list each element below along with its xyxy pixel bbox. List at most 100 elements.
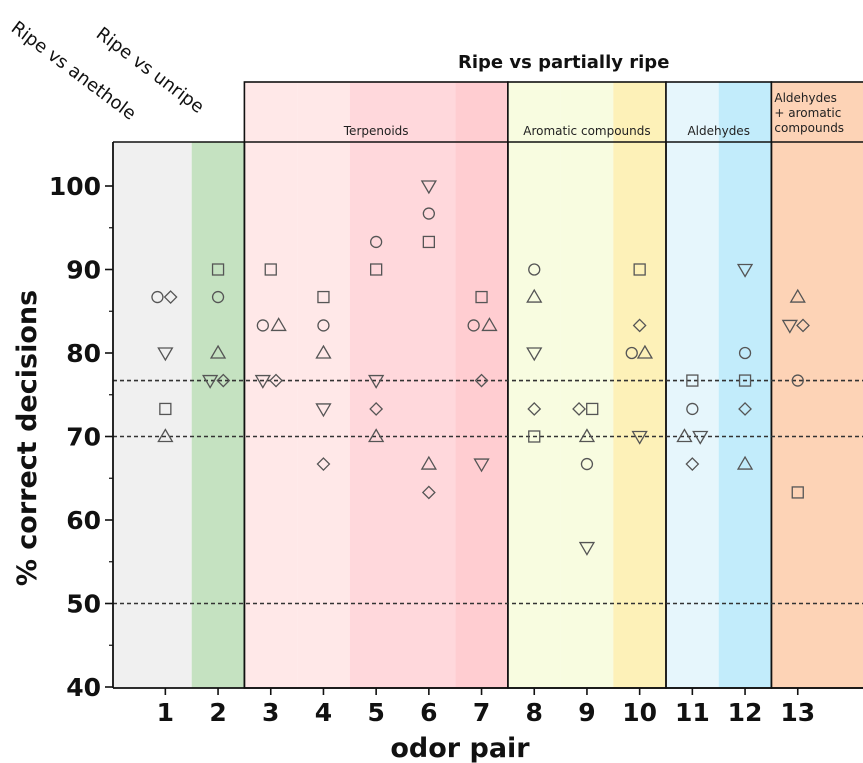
band-pair-1 <box>113 142 192 688</box>
band-pair-2 <box>191 142 245 688</box>
group-label-3: Aldehydes <box>687 124 750 138</box>
band-pair-3 <box>244 142 298 688</box>
point-pair-13-square <box>791 486 804 499</box>
point-pair-4-circle <box>317 319 330 332</box>
band-pair-7 <box>455 142 508 688</box>
point-pair-13-triangle-up <box>789 288 806 303</box>
x-tick-label-3: 3 <box>262 698 279 727</box>
x-tick-label-8: 8 <box>526 698 543 727</box>
y-tick-label-60: 60 <box>66 506 101 535</box>
group-label-line-3: compounds <box>774 121 844 135</box>
point-pair-13-diamond <box>796 318 810 333</box>
header-band-pair-5 <box>349 82 403 142</box>
point-pair-12-diamond <box>738 402 752 416</box>
point-pair-1-diamond <box>163 290 178 304</box>
data-points <box>151 180 810 556</box>
point-pair-6-diamond <box>421 485 436 500</box>
point-pair-1-square <box>159 402 172 416</box>
header-band-pair-7 <box>455 82 508 142</box>
point-pair-9-square <box>586 402 599 416</box>
group-label-line-2: + aromatic <box>774 106 841 120</box>
header-band-pair-9 <box>560 82 614 142</box>
y-tick-label-90: 90 <box>66 256 101 285</box>
header-band-pair-4 <box>297 82 350 142</box>
group-label-1: Terpenoids <box>343 124 409 138</box>
header-band-pair-13 <box>771 82 863 142</box>
group-label-line-1: Aldehydes <box>774 91 837 105</box>
point-pair-12-triangle-down <box>736 263 754 278</box>
point-pair-3-triangle-up <box>270 317 287 332</box>
point-pair-6-circle <box>422 207 436 220</box>
point-pair-10-square <box>633 263 646 276</box>
point-pair-7-triangle-up <box>481 317 498 332</box>
header-band-pair-12 <box>718 82 772 142</box>
point-pair-3-diamond <box>269 373 283 388</box>
x-tick-label-11: 11 <box>675 698 710 727</box>
point-pair-1-circle <box>151 290 164 304</box>
band-pair-6 <box>402 142 456 688</box>
point-pair-5-triangle-up <box>368 428 385 443</box>
header-band-pair-10 <box>613 82 666 142</box>
point-pair-4-square <box>317 290 330 304</box>
comparison-label-ripe-vs-partially-ripe: Ripe vs partially ripe <box>458 52 669 73</box>
background-bands <box>113 142 863 688</box>
point-pair-8-square <box>528 430 541 443</box>
header-band-pair-3 <box>244 82 298 142</box>
point-pair-2-diamond <box>216 373 231 388</box>
point-pair-10-diamond <box>632 318 647 333</box>
point-pair-5-diamond <box>369 402 384 416</box>
group-frames <box>113 81 863 689</box>
band-pair-13 <box>771 142 863 688</box>
point-pair-3-triangle-down <box>254 374 271 389</box>
group-label-2: Aromatic compounds <box>523 124 650 138</box>
point-pair-11-triangle-up <box>676 428 693 443</box>
point-pair-11-square <box>686 374 699 387</box>
point-pair-12-triangle-up <box>736 455 754 470</box>
point-pair-8-diamond <box>527 402 542 416</box>
point-pair-12-circle <box>738 346 752 360</box>
header-band-pair-11 <box>666 82 719 142</box>
point-pair-12-square <box>738 374 752 387</box>
y-tick-label-100: 100 <box>49 172 101 201</box>
point-pair-4-diamond <box>316 457 331 471</box>
point-pair-9-triangle-up <box>578 428 596 443</box>
point-pair-6-square <box>422 235 436 249</box>
x-tick-label-1: 1 <box>157 698 174 727</box>
point-pair-4-triangle-up <box>315 344 332 359</box>
point-pair-4-triangle-down <box>315 403 332 418</box>
point-pair-7-square <box>475 290 488 304</box>
comparison-label-ripe-vs-anethole: Ripe vs anethole <box>7 17 140 124</box>
point-pair-9-circle <box>580 457 594 471</box>
point-pair-2-triangle-up <box>209 344 227 359</box>
point-pair-7-triangle-down <box>473 458 490 473</box>
x-tick-label-7: 7 <box>473 698 490 727</box>
x-tick-label-10: 10 <box>622 698 657 727</box>
point-pair-8-triangle-down <box>526 347 543 362</box>
point-pair-6-triangle-up <box>420 455 437 470</box>
x-tick-label-9: 9 <box>578 698 595 727</box>
x-tick-label-6: 6 <box>420 698 437 727</box>
point-pair-8-triangle-up <box>526 288 543 303</box>
y-tick-label-40: 40 <box>66 673 101 702</box>
y-tick-label-50: 50 <box>66 590 101 619</box>
point-pair-8-circle <box>528 263 541 276</box>
y-tick-label-70: 70 <box>66 423 101 452</box>
point-pair-3-circle <box>256 319 269 332</box>
header-band-pair-8 <box>507 82 561 142</box>
header-band-pair-6 <box>402 82 456 142</box>
point-pair-6-triangle-down <box>420 180 437 195</box>
point-pair-1-triangle-up <box>157 428 174 443</box>
x-tick-label-12: 12 <box>728 698 763 727</box>
y-tick-label-80: 80 <box>66 339 101 368</box>
x-tick-label-4: 4 <box>315 698 332 727</box>
point-pair-9-triangle-down <box>578 541 596 556</box>
point-pair-9-diamond <box>572 402 586 416</box>
point-pair-2-square <box>211 263 225 276</box>
point-pair-10-circle <box>625 346 638 360</box>
point-pair-11-diamond <box>685 457 700 471</box>
point-pair-10-triangle-down <box>631 430 648 445</box>
point-pair-5-triangle-down <box>368 374 385 389</box>
point-pair-3-square <box>264 263 277 276</box>
